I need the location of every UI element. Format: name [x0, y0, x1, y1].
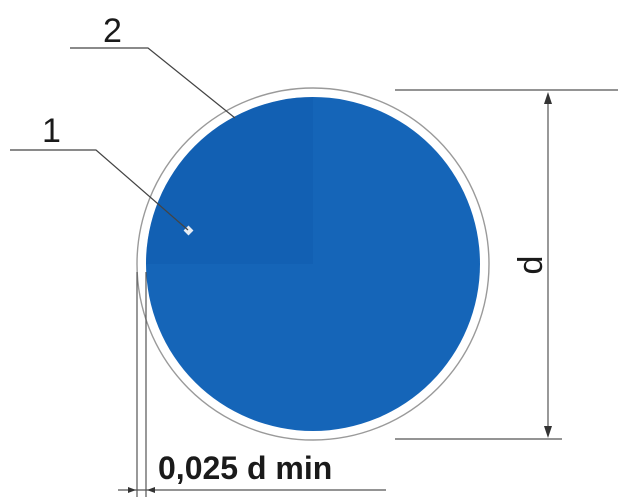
diameter-label: d: [512, 256, 550, 275]
leader-line-1: [10, 149, 189, 231]
border-width-label: 0,025 d min: [158, 450, 332, 486]
callout-label-2: 2: [103, 12, 122, 50]
callout-label-1: 1: [42, 112, 61, 150]
arrow-left-icon: [147, 487, 155, 493]
leader-line-2: [70, 47, 236, 119]
arrow-down-icon: [544, 426, 552, 438]
disc-shade-quadrant: [146, 97, 313, 264]
blue-disc: [146, 97, 480, 431]
arrow-right-icon: [128, 487, 136, 493]
arrow-up-icon: [544, 92, 552, 104]
